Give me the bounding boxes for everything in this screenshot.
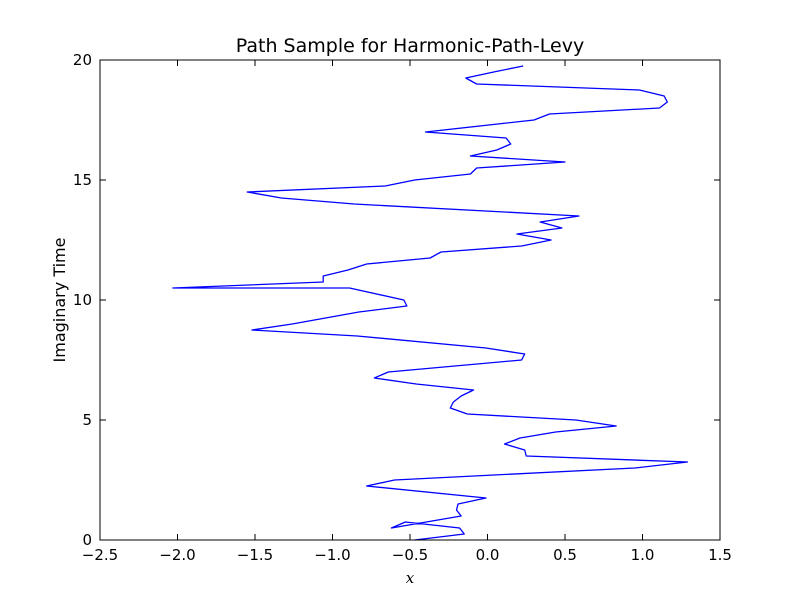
x-axis-label: x	[406, 569, 415, 587]
x-tick-label: −2.0	[159, 546, 195, 564]
x-tick-label: −2.5	[82, 546, 118, 564]
x-tick-label: 1.5	[708, 546, 732, 564]
x-tick-label: −1.0	[314, 546, 350, 564]
y-tick-label: 5	[82, 411, 92, 429]
series-line-0	[172, 65, 689, 541]
x-tick-label: −1.5	[237, 546, 273, 564]
x-tick-label: 0.5	[553, 546, 577, 564]
y-tick-label: 20	[73, 51, 92, 69]
x-tick-label: 1.0	[631, 546, 655, 564]
chart-title: Path Sample for Harmonic-Path-Levy	[236, 35, 584, 57]
y-tick-label: 15	[73, 171, 92, 189]
y-tick-label: 10	[73, 291, 92, 309]
y-tick-label: 0	[82, 531, 92, 549]
y-axis-label: Imaginary Time	[50, 238, 69, 363]
plot-area: −2.5 −2.0 −1.5 −1.0 −0.5 0.0 0.5 1.0 1.5 0 5 10 15 20	[73, 51, 732, 564]
x-tick-label: −0.5	[392, 546, 428, 564]
x-tick-label: 0.0	[476, 546, 500, 564]
